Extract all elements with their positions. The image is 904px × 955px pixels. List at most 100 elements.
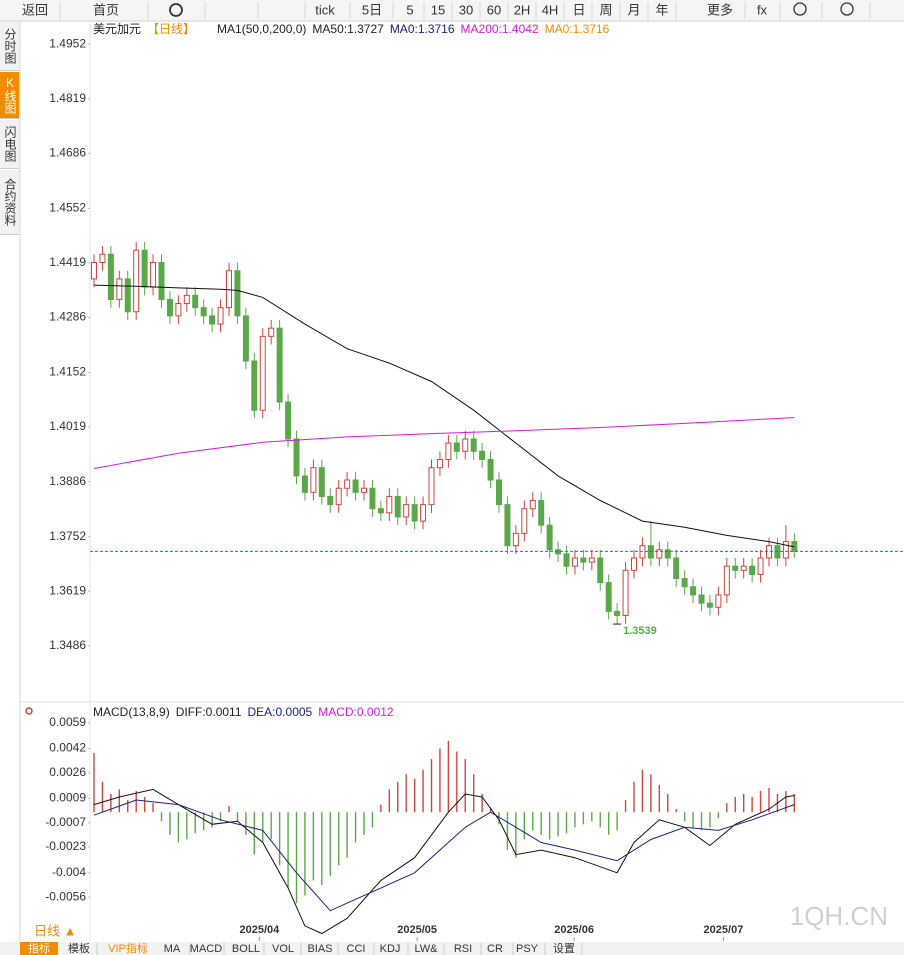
candle-body	[411, 504, 418, 522]
side-tab[interactable]: 闪电图	[0, 120, 19, 169]
candle-body	[420, 504, 427, 522]
indicator-line	[93, 284, 795, 548]
candle-body	[740, 565, 747, 571]
toolbar-button[interactable]: 4H	[542, 2, 559, 17]
candle-body	[706, 602, 713, 608]
y-tick-label: -0.004	[52, 865, 86, 879]
bottom-tab[interactable]: LW&	[414, 943, 438, 955]
side-tab-active[interactable]: K线图	[0, 72, 19, 119]
toolbar-button[interactable]: 60	[487, 2, 501, 17]
candle-body	[563, 553, 570, 567]
zoom-in-icon[interactable]	[840, 2, 854, 16]
y-tick-label: 1.4419	[49, 255, 86, 269]
bottom-tab[interactable]: 模板	[68, 941, 90, 955]
candle-body	[487, 458, 494, 481]
candle-body	[318, 467, 325, 497]
indicator-line	[93, 788, 795, 935]
y-tick-label: 1.4019	[49, 419, 86, 433]
bottom-tab[interactable]: CR	[487, 943, 503, 955]
toolbar-button[interactable]: 更多	[707, 2, 733, 17]
zoom-out-icon[interactable]	[793, 2, 807, 16]
candle-body	[479, 450, 486, 460]
side-tab[interactable]: 分时图	[0, 22, 19, 71]
candle-body	[276, 327, 283, 403]
candle-body	[327, 495, 334, 506]
toolbar-button[interactable]: tick	[315, 2, 335, 17]
x-tick-label: 2025/05	[397, 924, 437, 936]
toolbar-button[interactable]: 月	[627, 2, 640, 17]
bottom-tab[interactable]: CCI	[347, 943, 366, 955]
y-tick-label: 0.0009	[49, 791, 86, 805]
candle-body	[133, 249, 140, 313]
toolbar-button[interactable]: 30	[459, 2, 473, 17]
bottom-tab[interactable]: BOLL	[232, 943, 260, 955]
y-tick-label: 0.0026	[49, 765, 86, 779]
candle-body	[445, 442, 452, 460]
candle-body	[200, 307, 207, 317]
toolbar-button[interactable]: 年	[655, 2, 668, 17]
candle-body	[656, 549, 663, 559]
x-tick-label: 2025/04	[239, 924, 280, 936]
candle-body	[259, 335, 266, 411]
candle-body	[158, 262, 165, 300]
bottom-tab[interactable]: 设置	[553, 942, 575, 955]
bottom-tab[interactable]: MA	[164, 943, 181, 955]
candle-body	[175, 303, 182, 317]
y-tick-label: 1.4686	[49, 146, 86, 160]
candle-body	[141, 249, 148, 288]
y-tick-label: 1.4286	[49, 310, 86, 324]
candle-body	[504, 504, 511, 547]
legend-entry: 【日线】	[147, 22, 195, 36]
candle-body	[521, 508, 528, 534]
bottom-tab[interactable]: MACD	[190, 943, 222, 955]
y-tick-label: 1.3619	[49, 583, 86, 597]
candle-body	[597, 557, 604, 584]
y-tick-label: 1.3886	[49, 474, 86, 488]
candle-body	[496, 479, 502, 506]
toolbar-button[interactable]: 首页	[93, 2, 119, 17]
toolbar-button[interactable]: 周	[599, 2, 612, 17]
candle-body	[242, 315, 249, 362]
bottom-tab[interactable]: BIAS	[307, 943, 332, 955]
candle-body	[571, 557, 578, 567]
refresh-icon[interactable]	[169, 3, 183, 17]
candle-body	[301, 475, 308, 493]
legend-entry: DEA:0.0005	[248, 705, 313, 719]
side-tab[interactable]: 合约资料	[0, 170, 19, 235]
y-tick-label: -0.0007	[45, 815, 86, 829]
candle-body	[546, 524, 553, 551]
bottom-tab[interactable]: 指标	[28, 941, 50, 955]
toolbar-button[interactable]: 2H	[514, 2, 531, 17]
candle-body	[99, 253, 106, 264]
candle-body	[116, 278, 123, 300]
toolbar-button[interactable]: 返回	[22, 2, 48, 17]
candle-body	[529, 500, 536, 510]
y-tick-label: -0.0056	[45, 889, 86, 903]
toolbar-button[interactable]: 5	[406, 2, 413, 17]
candle-body	[538, 500, 545, 526]
candle-body	[723, 565, 730, 596]
candle-body	[251, 360, 258, 411]
bottom-tab[interactable]: RSI	[454, 943, 472, 955]
candle-body	[192, 294, 199, 309]
toolbar-button[interactable]: fx	[757, 2, 768, 17]
candle-body	[166, 298, 173, 317]
candle-body	[344, 479, 351, 489]
bottom-tab[interactable]: KDJ	[380, 943, 401, 955]
toolbar-button[interactable]: 15	[431, 2, 445, 17]
legend-entry: MACD:0.0012	[318, 705, 394, 719]
candle-body	[757, 557, 764, 575]
candle-body	[580, 557, 587, 563]
toolbar-button[interactable]: 5日	[362, 2, 382, 17]
candle-body	[512, 532, 519, 547]
toolbar-button[interactable]: 日	[572, 2, 585, 17]
y-tick-label: 1.4952	[49, 36, 86, 50]
x-tick-label: 2025/06	[554, 924, 594, 936]
bottom-tab[interactable]: VOL	[272, 943, 294, 955]
watermark: 1QH.CN	[790, 901, 888, 931]
bottom-tab[interactable]: VIP指标	[108, 941, 148, 955]
bottom-tab[interactable]: PSY	[516, 943, 539, 955]
period-label: 日线 ▲	[34, 923, 76, 938]
